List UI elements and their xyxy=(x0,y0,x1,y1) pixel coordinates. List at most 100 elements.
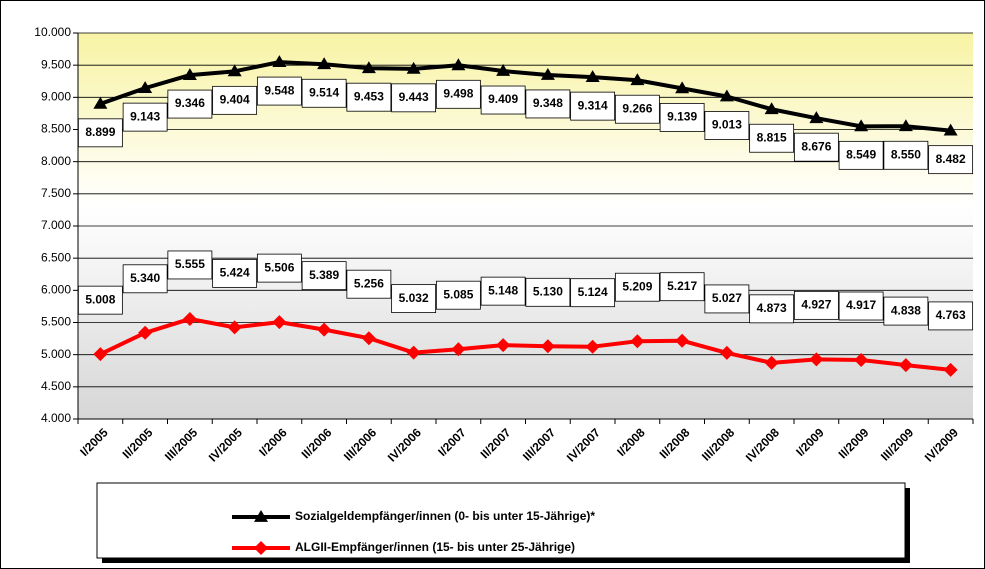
value-label-box xyxy=(256,253,302,283)
value-label: 8.549 xyxy=(846,148,876,162)
y-tick-label: 5.500 xyxy=(41,315,71,329)
value-label: 4.927 xyxy=(801,298,831,312)
marker xyxy=(540,67,555,80)
marker xyxy=(496,64,511,76)
legend-label: ALGII-Empfänger/innen (15- bis unter 25-… xyxy=(295,540,575,554)
value-label-box xyxy=(435,79,481,109)
marker xyxy=(898,358,913,373)
value-label: 5.008 xyxy=(85,292,115,306)
value-label-box xyxy=(167,250,213,280)
value-label: 8.676 xyxy=(801,139,831,153)
value-label-box xyxy=(346,82,392,112)
value-label-box xyxy=(480,85,526,115)
value-label-box xyxy=(570,91,616,121)
value-label: 8.550 xyxy=(891,147,921,161)
value-label-box xyxy=(212,258,258,288)
value-label-box xyxy=(480,276,526,306)
y-tick-label: 7.500 xyxy=(41,186,71,200)
y-tick-label: 4.000 xyxy=(41,411,71,425)
value-label-box xyxy=(391,284,437,314)
value-label-box xyxy=(525,277,571,307)
y-tick-label: 9.000 xyxy=(41,90,71,104)
value-label-box xyxy=(928,301,974,331)
value-label-box xyxy=(704,111,750,140)
value-label: 5.555 xyxy=(175,257,205,271)
marker xyxy=(451,342,466,357)
value-label: 5.256 xyxy=(354,276,384,290)
marker xyxy=(93,347,108,362)
value-label: 5.032 xyxy=(399,291,429,305)
value-label-box xyxy=(435,280,481,310)
value-label: 4.763 xyxy=(936,308,966,322)
value-label-box xyxy=(122,102,168,132)
value-label-box xyxy=(77,285,123,315)
y-tick-label: 9.500 xyxy=(41,57,71,71)
value-label: 5.027 xyxy=(712,291,742,305)
marker xyxy=(361,331,376,346)
value-label: 9.266 xyxy=(622,101,652,115)
value-label: 4.873 xyxy=(757,301,787,315)
value-label-box xyxy=(883,296,929,326)
value-label: 5.389 xyxy=(309,268,339,282)
value-label-box xyxy=(883,140,929,170)
value-label-box xyxy=(749,123,795,153)
value-label: 9.346 xyxy=(175,96,205,110)
value-label-box xyxy=(167,89,213,119)
marker xyxy=(719,345,734,360)
marker xyxy=(809,352,824,367)
marker xyxy=(227,320,242,335)
marker xyxy=(93,96,108,109)
marker xyxy=(406,345,421,360)
value-label: 5.506 xyxy=(264,260,294,274)
marker xyxy=(585,70,600,83)
value-label-box xyxy=(838,140,884,170)
series-line xyxy=(99,316,951,372)
marker xyxy=(630,334,645,349)
value-label-box xyxy=(659,102,705,132)
value-label: 9.314 xyxy=(578,98,608,112)
value-label: 9.443 xyxy=(399,90,429,104)
series-line xyxy=(99,60,951,133)
value-label-box xyxy=(704,284,750,314)
marker xyxy=(182,311,197,326)
value-label-box xyxy=(838,291,884,321)
value-label: 9.409 xyxy=(488,92,518,106)
value-label-box xyxy=(122,264,168,294)
value-label: 5.340 xyxy=(130,271,160,285)
value-label-box xyxy=(793,132,839,162)
marker xyxy=(675,333,690,348)
value-label: 5.209 xyxy=(622,279,652,293)
value-label-box xyxy=(391,83,437,113)
y-tick-label: 6.500 xyxy=(41,250,71,264)
y-tick-label: 10.000 xyxy=(34,25,71,39)
marker xyxy=(138,81,153,94)
value-label: 5.148 xyxy=(488,283,518,297)
marker xyxy=(254,510,268,522)
marker xyxy=(630,73,645,86)
legend-label: Sozialgeldempfänger/innen (0- bis unter … xyxy=(295,509,595,523)
value-label: 9.013 xyxy=(712,118,742,132)
y-tick-label: 4.500 xyxy=(41,379,71,393)
marker xyxy=(254,541,268,555)
marker xyxy=(809,111,824,124)
legend-item: Sozialgeldempfänger/innen (0- bis unter … xyxy=(232,509,595,523)
value-label-box xyxy=(614,94,660,124)
marker xyxy=(227,64,242,77)
marker xyxy=(854,353,869,368)
marker xyxy=(898,119,913,132)
value-label: 9.348 xyxy=(533,96,563,110)
value-label: 5.217 xyxy=(667,279,697,293)
marker xyxy=(764,102,779,115)
value-label: 9.498 xyxy=(443,86,473,100)
value-label: 8.482 xyxy=(936,152,966,166)
value-label: 8.815 xyxy=(757,130,787,144)
marker xyxy=(317,57,332,70)
marker xyxy=(182,68,197,80)
marker xyxy=(585,339,600,354)
value-label: 4.838 xyxy=(891,303,921,317)
marker xyxy=(764,355,779,370)
value-label-box xyxy=(614,272,660,302)
marker xyxy=(361,61,376,74)
value-label-box xyxy=(346,269,392,299)
